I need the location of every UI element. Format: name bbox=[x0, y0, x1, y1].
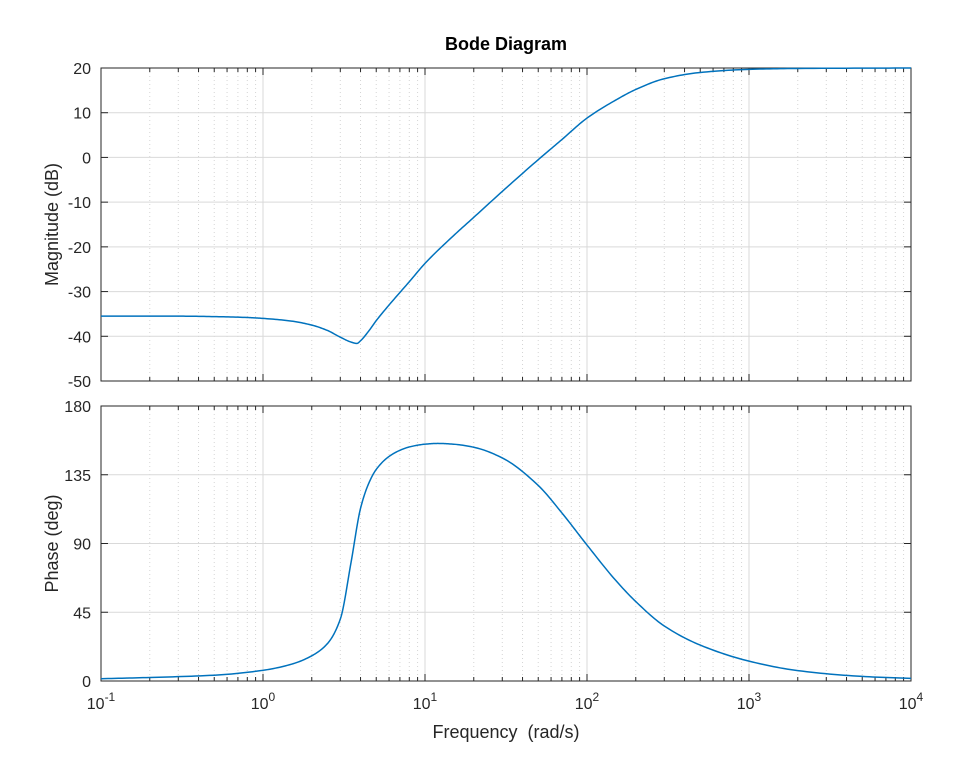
y-tick-label: 10 bbox=[73, 106, 91, 123]
y-tick-label: -20 bbox=[68, 240, 91, 257]
x-tick-label: 101 bbox=[413, 690, 438, 713]
x-tick-label: 100 bbox=[251, 690, 276, 713]
x-axis-label: Frequency (rad/s) bbox=[432, 722, 579, 742]
y-tick-label: -30 bbox=[68, 285, 91, 302]
y-tick-label: 135 bbox=[64, 468, 91, 485]
y-tick-label: 90 bbox=[73, 537, 91, 554]
magnitude-series-line bbox=[101, 67, 912, 345]
magnitude-panel: 20 10 0 -10 -20 -30 -40 -50 Magnitude (dB) bbox=[42, 61, 912, 391]
magnitude-axes-box bbox=[100, 67, 912, 382]
phase-panel: 180 135 90 45 0 Phase (deg) 10-1 100 101 102 103 10… bbox=[42, 399, 924, 713]
y-tick-label: 20 bbox=[73, 61, 91, 78]
y-tick-label: -50 bbox=[68, 374, 91, 391]
phase-series-line bbox=[100, 442, 912, 680]
y-tick-label: 0 bbox=[82, 674, 91, 691]
y-tick-label: 180 bbox=[64, 399, 91, 416]
chart-title: Bode Diagram bbox=[445, 34, 567, 54]
phase-y-axis-label: Phase (deg) bbox=[42, 494, 62, 592]
magnitude-y-axis-label: Magnitude (dB) bbox=[42, 163, 62, 286]
y-tick-label: -40 bbox=[68, 329, 91, 346]
x-tick-label: 103 bbox=[737, 690, 762, 713]
x-tick-label: 104 bbox=[899, 690, 924, 713]
y-tick-label: 0 bbox=[82, 150, 91, 167]
x-tick-label: 102 bbox=[575, 690, 600, 713]
x-tick-label: 10-1 bbox=[87, 690, 116, 713]
y-tick-label: 45 bbox=[73, 605, 91, 622]
y-tick-label: -10 bbox=[68, 195, 91, 212]
